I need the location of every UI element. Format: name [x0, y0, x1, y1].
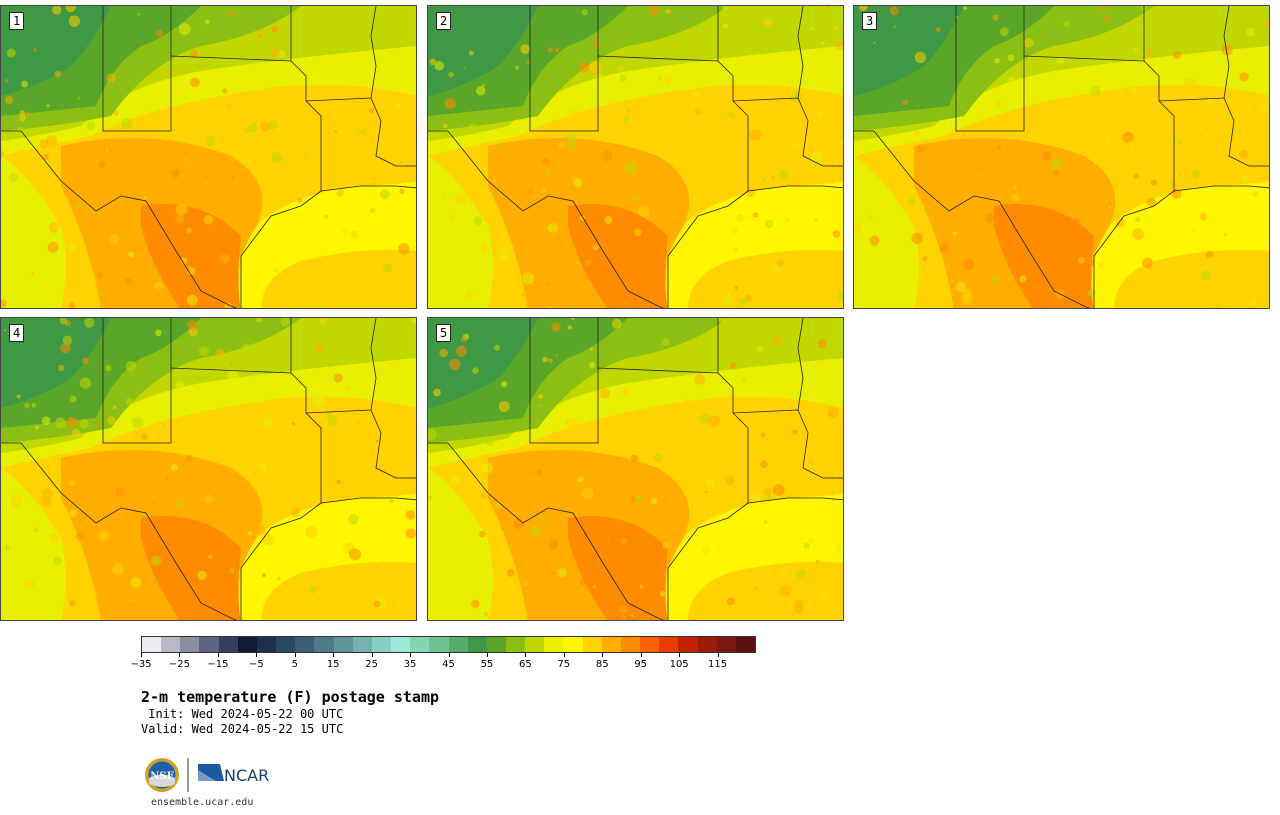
colorbar-tick — [717, 653, 719, 657]
colorbar-tick-label: 75 — [557, 659, 571, 670]
valid-time: Valid: Wed 2024-05-22 15 UTC — [141, 722, 344, 736]
colorbar-tick-label: −15 — [207, 659, 229, 670]
colorbar-tick-label: 25 — [365, 659, 378, 670]
member-panel-1: 1 — [0, 5, 417, 309]
colorbar-tick — [486, 653, 488, 657]
colorbar-swatch — [448, 637, 468, 652]
colorbar-swatch — [678, 637, 698, 652]
colorbar-tick-label: −5 — [248, 659, 264, 670]
logos: NSF NCAR — [144, 756, 274, 794]
colorbar-swatch — [142, 637, 162, 652]
colorbar-swatch — [333, 637, 353, 652]
colorbar-tick-label: 105 — [669, 659, 689, 670]
init-time: Init: Wed 2024-05-22 00 UTC — [141, 707, 344, 721]
colorbar-tick-label: 15 — [326, 659, 340, 670]
colorbar-tick — [563, 653, 565, 657]
colorbar-swatch — [180, 637, 200, 652]
temperature-map — [1, 318, 416, 620]
colorbar-swatch — [218, 637, 238, 652]
colorbar-swatch — [295, 637, 315, 652]
colorbar-tick — [256, 653, 258, 657]
member-panel-5: 5 — [427, 317, 844, 621]
member-number: 5 — [436, 324, 452, 342]
figure-title: 2-m temperature (F) postage stamp — [141, 688, 440, 706]
colorbar-tick — [141, 653, 142, 657]
colorbar-swatch — [391, 637, 411, 652]
colorbar-swatch — [199, 637, 219, 652]
colorbar-ticks: −35 −25 −15 −5 5 15 25 35 45 55 65 75 85 95 105 115 — [130, 653, 756, 673]
temperature-map — [854, 6, 1269, 308]
colorbar-tick-label: 95 — [634, 659, 648, 670]
colorbar-swatch — [314, 637, 334, 652]
colorbar — [141, 636, 756, 653]
colorbar-tick-label: −25 — [168, 659, 190, 670]
colorbar-tick — [640, 653, 642, 657]
member-number: 2 — [436, 12, 452, 30]
colorbar-swatch — [429, 637, 449, 652]
colorbar-swatch — [237, 637, 257, 652]
colorbar-tick-label: 55 — [480, 659, 494, 670]
colorbar-tick-label: 65 — [519, 659, 532, 670]
nsf-ncar-logo: NSF NCAR — [145, 758, 269, 792]
colorbar-tick — [371, 653, 373, 657]
colorbar-swatch — [467, 637, 487, 652]
colorbar-swatch — [620, 637, 641, 652]
colorbar-swatch — [563, 637, 583, 652]
colorbar-swatch — [640, 637, 660, 652]
temperature-map — [428, 6, 843, 308]
temperature-map — [428, 318, 843, 620]
colorbar-swatch — [525, 637, 545, 652]
colorbar-swatch — [601, 637, 621, 652]
member-panel-4: 4 — [0, 317, 417, 621]
nsf-logo-text: NSF — [150, 771, 173, 782]
colorbar-swatch — [716, 637, 736, 652]
colorbar-swatch — [505, 637, 526, 652]
ncar-logo-text: NCAR — [224, 766, 269, 785]
colorbar-swatch — [161, 637, 181, 652]
colorbar-swatch — [256, 637, 277, 652]
colorbar-swatch — [582, 637, 602, 652]
colorbar-swatch — [276, 637, 296, 652]
colorbar-tick — [410, 653, 412, 657]
colorbar-swatch — [352, 637, 372, 652]
colorbar-swatch — [735, 637, 755, 652]
colorbar-swatch — [410, 637, 430, 652]
colorbar-tick-label: 85 — [595, 659, 609, 670]
member-number: 4 — [9, 324, 25, 342]
colorbar-tick — [217, 653, 219, 657]
colorbar-swatch — [544, 637, 564, 652]
member-panel-3: 3 — [853, 5, 1270, 309]
member-number: 1 — [9, 12, 25, 30]
colorbar-swatch — [371, 637, 392, 652]
colorbar-swatch — [486, 637, 506, 652]
member-number: 3 — [862, 12, 878, 30]
colorbar-tick-label: −35 — [130, 659, 152, 670]
colorbar-tick — [525, 653, 527, 657]
colorbar-swatch — [659, 637, 679, 652]
colorbar-tick — [294, 653, 296, 657]
colorbar-tick — [333, 653, 335, 657]
colorbar-swatch — [697, 637, 717, 652]
colorbar-tick — [179, 653, 181, 657]
colorbar-tick-label: 5 — [291, 659, 298, 670]
temperature-map — [1, 6, 416, 308]
website-url: ensemble.ucar.edu — [151, 797, 254, 808]
colorbar-tick-label: 45 — [442, 659, 455, 670]
colorbar-tick — [448, 653, 450, 657]
colorbar-tick — [602, 653, 604, 657]
member-panel-2: 2 — [427, 5, 844, 309]
colorbar-tick — [679, 653, 681, 657]
colorbar-tick-label: 35 — [403, 659, 417, 670]
colorbar-tick-label: 115 — [708, 659, 728, 670]
